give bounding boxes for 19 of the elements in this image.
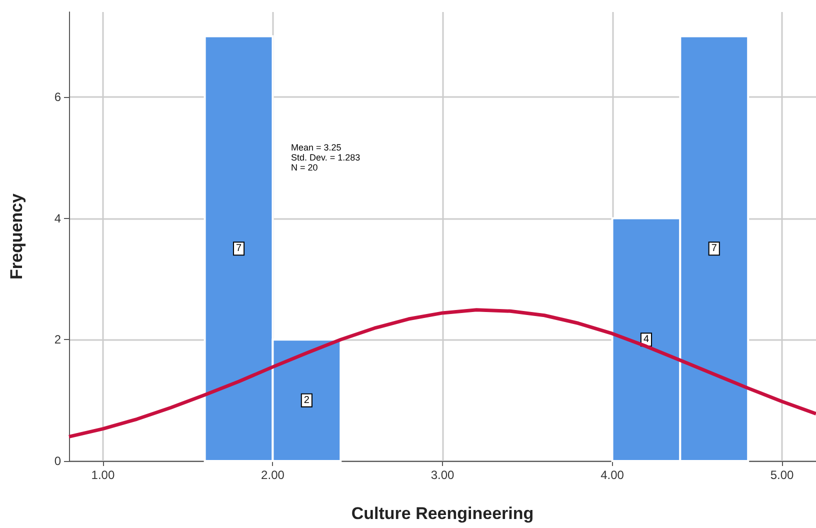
- y-tick-label: 2: [54, 332, 62, 347]
- x-tick-label: 5.00: [770, 468, 794, 482]
- line-series: [67, 308, 816, 438]
- data-label: 2: [304, 394, 310, 406]
- data-label: 7: [711, 243, 718, 254]
- y-axis-title: Frequency: [7, 192, 26, 280]
- x-tick-label: 2.00: [261, 468, 285, 482]
- y-tick-label: 4: [54, 211, 62, 226]
- annotation: Std. Dev. = 1.283: [291, 152, 360, 162]
- y-tick-label: 0: [54, 454, 62, 468]
- y-tick-label: 6: [54, 90, 62, 104]
- x-tick-label: 4.00: [600, 468, 624, 482]
- x-tick-label: 3.00: [430, 468, 454, 482]
- data-label: 4: [643, 334, 650, 346]
- x-axis-title: Culture Reengineering: [351, 504, 534, 523]
- annotation: Mean = 3.25: [291, 142, 342, 152]
- data-label: 7: [236, 243, 242, 254]
- annotation: N = 20: [291, 162, 318, 172]
- x-tick-label: 1.00: [91, 468, 115, 482]
